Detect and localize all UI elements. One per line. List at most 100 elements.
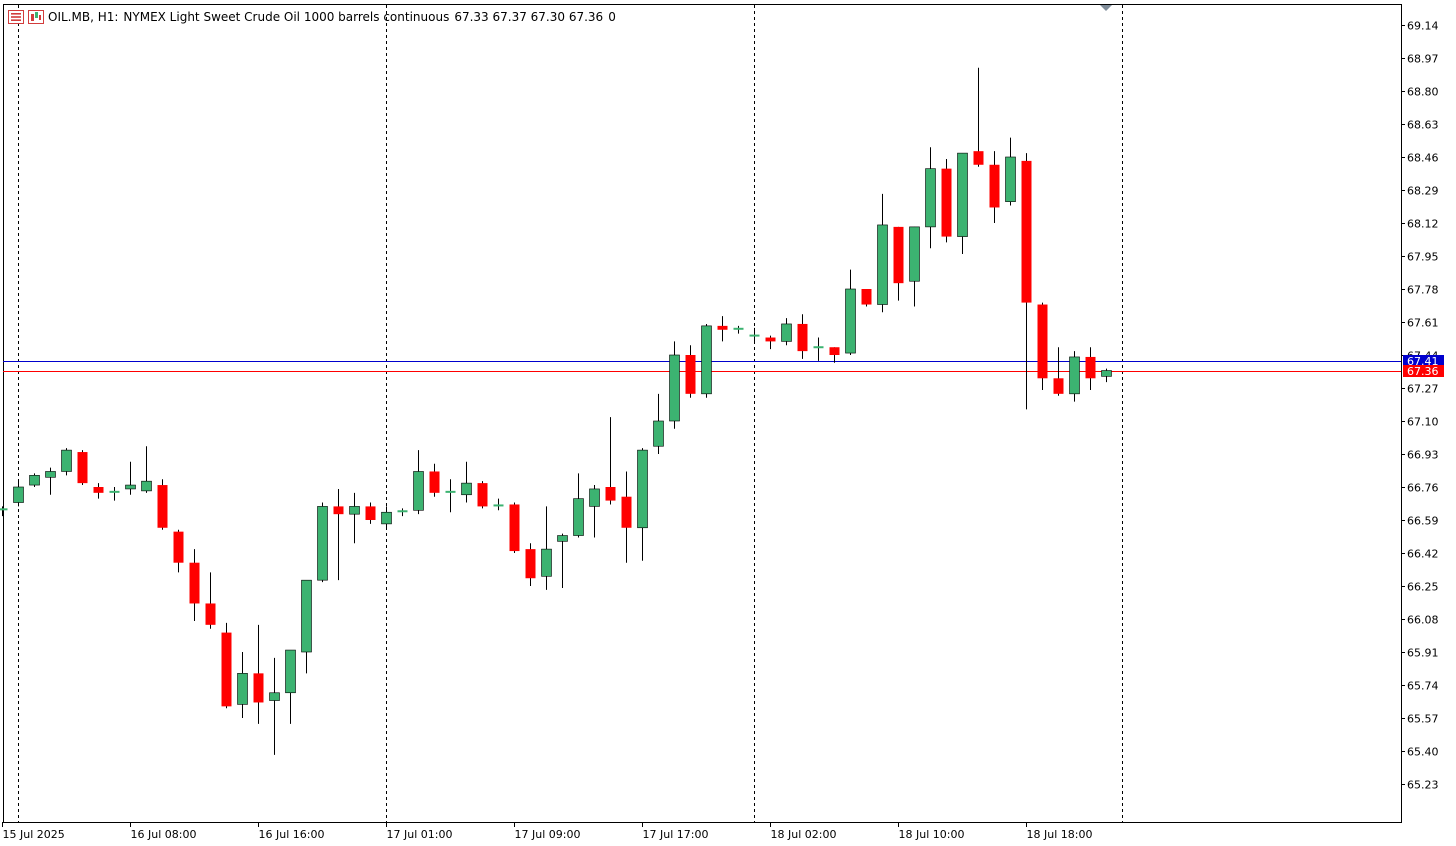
time-tick-label: 15 Jul 2025 (3, 828, 65, 841)
candle (637, 448, 648, 561)
candle (749, 327, 760, 344)
candle-body (957, 152, 968, 237)
candle-body (525, 549, 536, 579)
menu-list-icon[interactable] (8, 10, 24, 24)
candle (189, 549, 200, 621)
chart-header: OIL.MB, H1: NYMEX Light Sweet Crude Oil … (8, 9, 621, 25)
candle (669, 341, 680, 429)
candle-body (1069, 356, 1080, 395)
ohlc-values: 67.33 67.37 67.30 67.36 (454, 10, 604, 24)
price-tick-label: 66.42 (1407, 548, 1439, 561)
candle (301, 579, 312, 674)
candle-body (973, 151, 984, 165)
shift-marker-icon[interactable] (1100, 5, 1112, 11)
price-tick-label: 65.74 (1407, 680, 1439, 693)
candle-body (557, 535, 568, 542)
candle-body (877, 224, 888, 305)
candle-body (237, 673, 248, 705)
candle-body (365, 506, 376, 520)
time-axis[interactable]: 15 Jul 2025 16 Jul 08:00 16 Jul 16:00 17 Ju… (2, 822, 1093, 841)
candle (1005, 137, 1016, 206)
candle (349, 492, 360, 544)
candle (125, 461, 136, 495)
plot-area-border (3, 4, 1402, 823)
candles (0, 67, 1112, 755)
candle (493, 498, 504, 511)
candle-body (829, 347, 840, 355)
candle-body (717, 325, 728, 330)
candle (845, 269, 856, 355)
candle-body (77, 452, 88, 484)
candle-body (349, 506, 360, 515)
last-price-label: 67.36 (1407, 365, 1439, 378)
price-tick-label: 65.40 (1407, 746, 1439, 759)
candle-body (573, 498, 584, 536)
price-tick-label: 67.61 (1407, 317, 1439, 330)
candle-body (1037, 304, 1048, 379)
candle-body (125, 484, 136, 490)
candle-body (253, 673, 264, 703)
candle-body (893, 226, 904, 284)
candle (765, 335, 776, 350)
candle-body (45, 471, 56, 478)
price-tick-label: 67.95 (1407, 251, 1439, 264)
symbol-timeframe: OIL.MB, H1: (48, 10, 119, 24)
candle-body (1021, 160, 1032, 303)
candle (525, 543, 536, 586)
candle-body (861, 289, 872, 305)
candle-body (781, 323, 792, 342)
candle (1085, 347, 1096, 390)
candle (653, 393, 664, 454)
candle-body (61, 449, 72, 472)
candle (685, 345, 696, 398)
bid-price-label: 67.41 (1407, 355, 1439, 368)
candle-body (461, 482, 472, 496)
candle (813, 337, 824, 361)
time-tick-label: 17 Jul 09:00 (515, 828, 581, 841)
candle (925, 147, 936, 249)
candle-body (701, 325, 712, 395)
price-tick-label: 66.59 (1407, 515, 1439, 528)
price-axis[interactable]: 69.14 68.97 68.80 68.63 68.46 68.29 68.12 67.95… (1401, 20, 1439, 792)
candle (141, 446, 152, 493)
candle (29, 473, 40, 487)
candle (861, 289, 872, 307)
candle-body (765, 337, 776, 342)
candle-body (221, 632, 232, 707)
bid-price-label-box (1403, 355, 1444, 367)
chart-type-icon[interactable] (28, 10, 44, 24)
candle-body (477, 483, 488, 507)
candle (445, 479, 456, 513)
candle-body (653, 420, 664, 447)
candle (989, 151, 1000, 223)
candle (13, 479, 24, 507)
time-tick-label: 17 Jul 01:00 (387, 828, 453, 841)
time-tick-label: 18 Jul 10:00 (899, 828, 965, 841)
candle (413, 450, 424, 515)
price-tick-label: 68.46 (1407, 152, 1439, 165)
candle (381, 506, 392, 528)
candle (781, 318, 792, 346)
candle-body (381, 511, 392, 525)
price-tick-label: 66.76 (1407, 482, 1439, 495)
candle-body (93, 487, 104, 493)
candle (733, 325, 744, 334)
candle (0, 506, 8, 517)
candle (573, 473, 584, 538)
time-tick-label: 16 Jul 08:00 (131, 828, 197, 841)
candle (157, 479, 168, 530)
candle-body (541, 548, 552, 577)
candle-body (205, 603, 216, 625)
candle-body (269, 692, 280, 701)
candle (829, 347, 840, 363)
candle-body (621, 496, 632, 528)
candle (477, 481, 488, 509)
candle (797, 314, 808, 359)
candle (509, 502, 520, 553)
candle (541, 506, 552, 590)
candle (1101, 368, 1112, 383)
candle (717, 316, 728, 342)
candle (221, 622, 232, 709)
